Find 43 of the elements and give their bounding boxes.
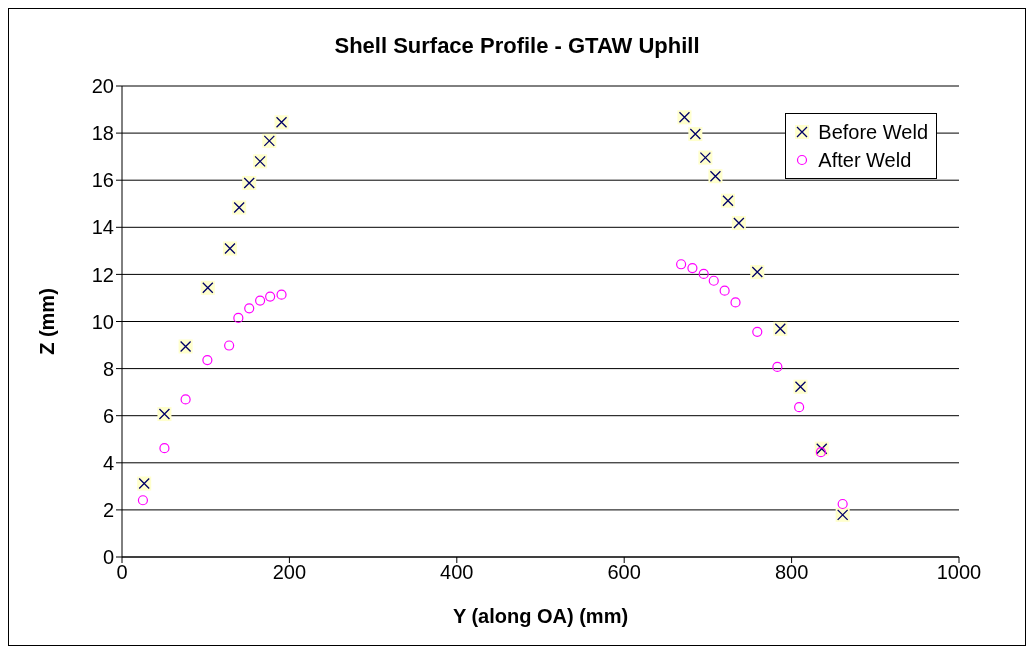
point [276,289,287,300]
x-axis-title: Y (along OA) (mm) [452,605,629,627]
point [698,268,709,280]
point [159,443,170,454]
point [265,291,276,302]
y-tick-label: 16 [91,169,114,192]
point [255,295,266,306]
point [180,394,191,405]
y-tick-label: 10 [91,310,114,333]
point [137,495,149,506]
point [687,262,698,274]
point [202,355,213,366]
point [837,498,848,510]
chart-title: Shell Surface Profile - GTAW Uphill [333,33,701,59]
point [752,326,763,337]
point [224,340,235,351]
x-tick-label: 0 [116,561,128,584]
x-tick-label: 200 [272,561,307,584]
y-tick-label: 14 [91,216,114,239]
point [772,361,783,373]
y-tick-label: 6 [102,404,114,427]
x-tick-label: 1000 [936,561,982,584]
x-tick-label: 400 [440,561,474,584]
point [244,303,255,314]
legend-label: After Weld [818,148,912,173]
point [708,275,719,286]
point [815,447,826,458]
y-axis-title: Z (mm) [36,288,59,355]
y-tick-label: 4 [102,451,114,474]
y-tick-label: 2 [102,499,114,521]
y-tick-label: 18 [91,122,114,145]
y-tick-label: 0 [102,546,114,569]
x-tick-label: 800 [774,561,809,584]
point [676,259,687,270]
point [794,402,805,413]
y-tick-label: 20 [91,75,114,98]
point [730,297,741,308]
legend-label: Before Weld [818,120,928,145]
x-tick-label: 600 [607,561,641,584]
y-tick-label: 12 [91,263,114,286]
point [233,312,244,324]
y-tick-label: 8 [102,357,114,380]
point [719,285,730,296]
